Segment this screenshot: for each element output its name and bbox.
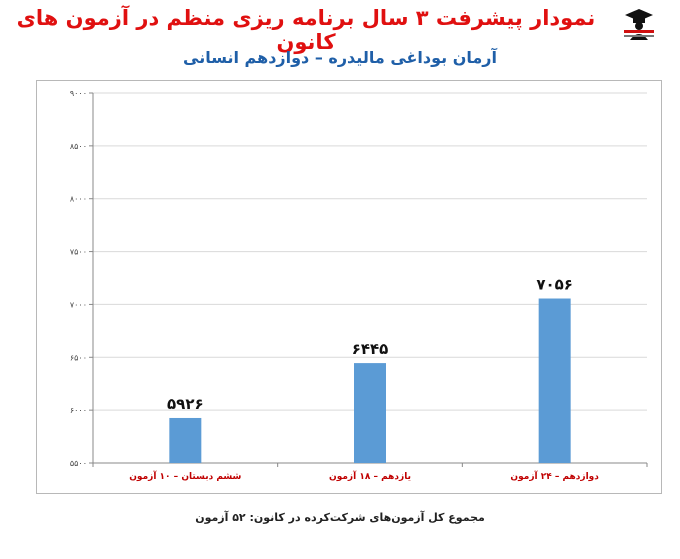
bar xyxy=(354,363,386,463)
y-tick-label: ۸۰۰۰ xyxy=(70,195,87,204)
y-tick-label: ۸۵۰۰ xyxy=(70,142,87,151)
y-tick-label: ۶۵۰۰ xyxy=(70,353,87,362)
chart-title: نمودار پیشرفت ۳ سال برنامه ریزی منظم در … xyxy=(16,6,596,54)
data-label: ۵۹۲۶ xyxy=(167,395,204,413)
category-label: ششم دبستان – ۱۰ آزمون xyxy=(129,470,241,482)
y-tick-label: ۶۰۰۰ xyxy=(70,406,87,415)
data-label: ۷۰۵۶ xyxy=(536,276,573,294)
chart-area: ۵۵۰۰ ۶۰۰۰ ۶۵۰۰ ۷۰۰۰ ۷۵۰۰ ۸۰۰۰ ۸۵۰۰ ۹۰۰۰ ۵۹۲۶ ششم … xyxy=(36,80,662,494)
chart-subtitle: آرمان بوداغی مالیدره – دوازدهم انسانی xyxy=(183,48,497,67)
y-tick-label: ۷۰۰۰ xyxy=(70,300,87,309)
bar xyxy=(169,417,202,463)
bar xyxy=(538,298,571,463)
footer-note: مجموع کل آزمون‌های شرکت‌کرده در کانون: ۵… xyxy=(195,511,485,524)
y-tick-label: ۹۰۰۰ xyxy=(70,89,87,98)
category-label: یازدهم – ۱۸ آزمون xyxy=(329,470,411,482)
graduate-logo-icon xyxy=(622,6,656,40)
data-label: ۶۴۴۵ xyxy=(352,340,389,358)
category-label: دوازدهم – ۲۴ آزمون xyxy=(510,470,599,482)
bar-chart: ۵۵۰۰ ۶۰۰۰ ۶۵۰۰ ۷۰۰۰ ۷۵۰۰ ۸۰۰۰ ۸۵۰۰ ۹۰۰۰ ۵۹۲۶ ششم … xyxy=(70,89,648,482)
y-tick-label: ۷۵۰۰ xyxy=(70,248,87,257)
y-tick-label: ۵۵۰۰ xyxy=(70,459,87,468)
